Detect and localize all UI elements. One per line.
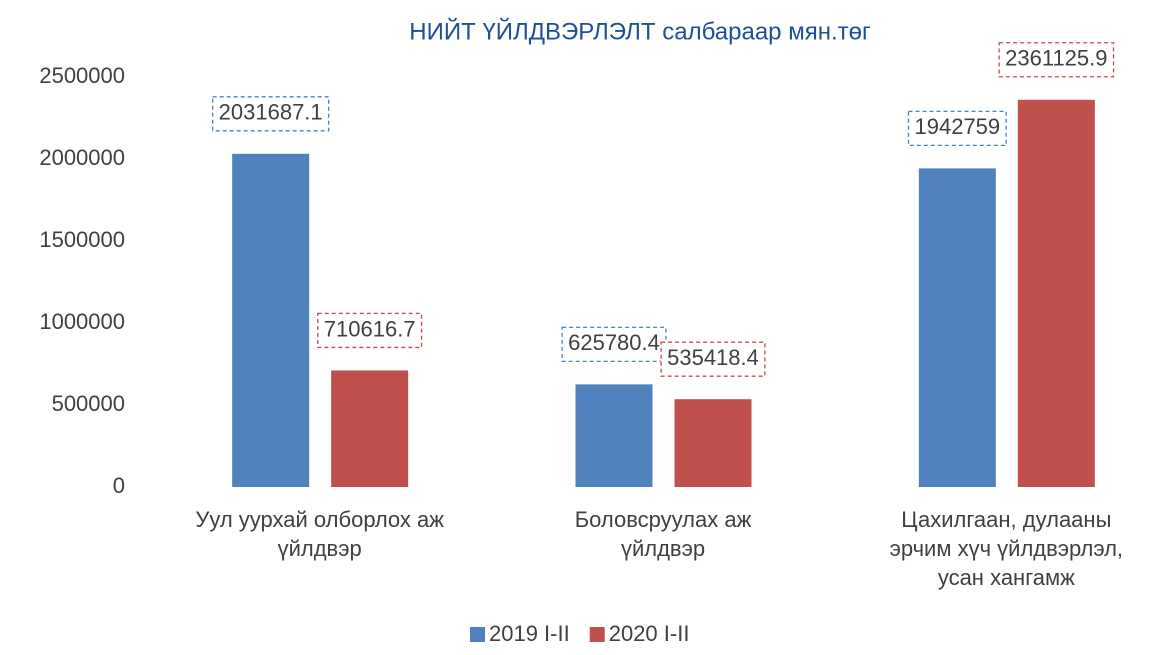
y-tick-label: 2000000 (39, 145, 125, 170)
bar (331, 370, 409, 487)
data-label-box (998, 42, 1115, 78)
legend-swatch (470, 627, 485, 642)
data-label-box (212, 96, 330, 132)
x-tick-label: Боловсруулах аж үйлдвэр (574, 507, 752, 561)
x-tick-label: Цахилгаан, дулааны эрчим хүч үйлдвэрлэл,… (889, 507, 1124, 590)
legend-label: 2020 I-II (609, 621, 690, 646)
bar (1017, 99, 1095, 487)
bar (575, 384, 653, 487)
data-label: 2361125.9 (1005, 46, 1107, 71)
legend-swatch (589, 627, 605, 642)
data-label: 1942759 (915, 114, 1001, 139)
data-label-box (317, 312, 423, 349)
x-tick-label: Уул уурхай олборлох аж үйлдвэр (195, 507, 444, 561)
data-label-box (561, 326, 667, 363)
data-label-box (907, 110, 1007, 147)
bar (918, 168, 996, 488)
data-label-box (660, 341, 766, 377)
y-tick-label: 1000000 (39, 309, 125, 334)
data-label: 625780.4 (568, 330, 660, 355)
y-tick-label: 1500000 (39, 227, 125, 252)
data-label: 710616.7 (324, 316, 416, 341)
data-label: 2031687.1 (219, 100, 323, 125)
y-tick-label: 0 (113, 473, 125, 498)
legend-label: 2019 I-II (489, 621, 570, 646)
y-tick-label: 2500000 (39, 63, 125, 88)
bar (674, 399, 752, 487)
y-tick-label: 500000 (52, 391, 125, 416)
chart-title: НИЙТ ҮЙЛДВЭРЛЭЛТ салбараар мян.төг (409, 17, 871, 45)
data-label: 535418.4 (667, 345, 759, 370)
bar (232, 153, 310, 487)
